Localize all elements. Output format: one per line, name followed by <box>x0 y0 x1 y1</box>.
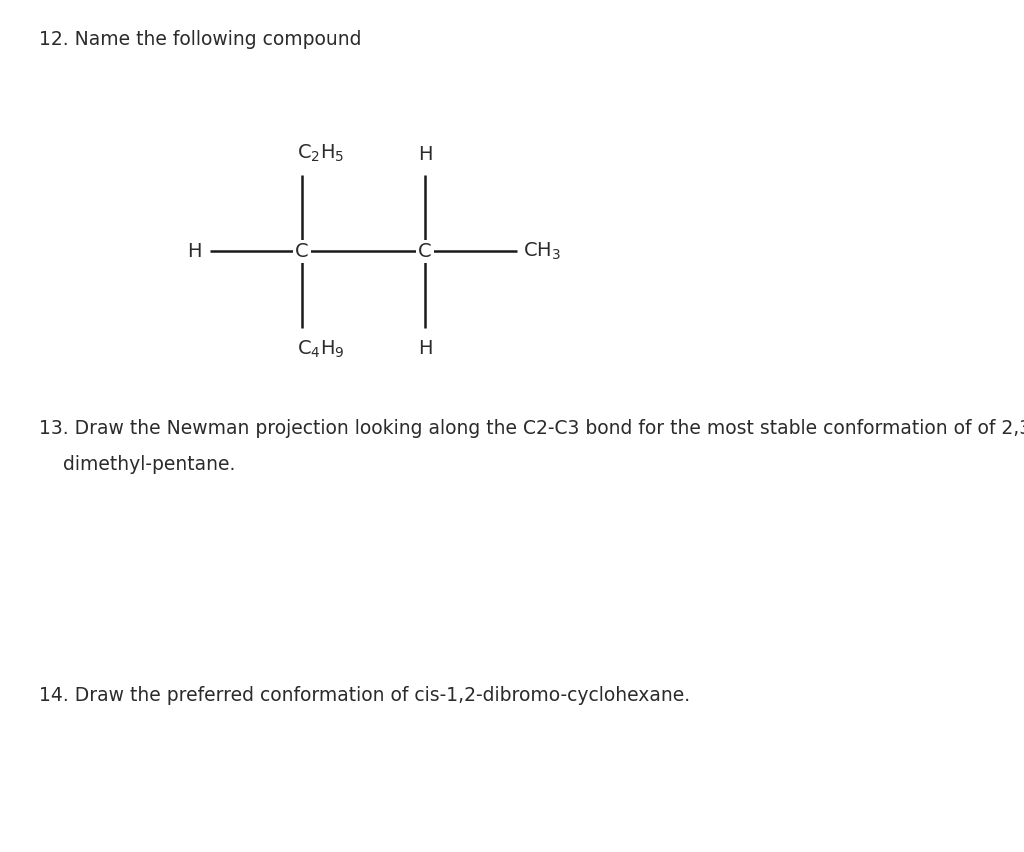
Text: C: C <box>295 242 309 261</box>
Text: dimethyl-pentane.: dimethyl-pentane. <box>39 455 236 474</box>
Text: H: H <box>418 145 432 164</box>
Text: CH$_3$: CH$_3$ <box>523 241 561 262</box>
Text: C$_4$H$_9$: C$_4$H$_9$ <box>297 339 345 360</box>
Text: 14. Draw the preferred conformation of cis-1,2-dibromo-cyclohexane.: 14. Draw the preferred conformation of c… <box>39 686 690 705</box>
Text: 13. Draw the Newman projection looking along the C2-C3 bond for the most stable : 13. Draw the Newman projection looking a… <box>39 419 1024 438</box>
Text: 12. Name the following compound: 12. Name the following compound <box>39 30 361 49</box>
Text: C$_2$H$_5$: C$_2$H$_5$ <box>297 142 344 164</box>
Text: C: C <box>418 242 432 261</box>
Text: H: H <box>418 339 432 358</box>
Text: H: H <box>187 242 202 261</box>
